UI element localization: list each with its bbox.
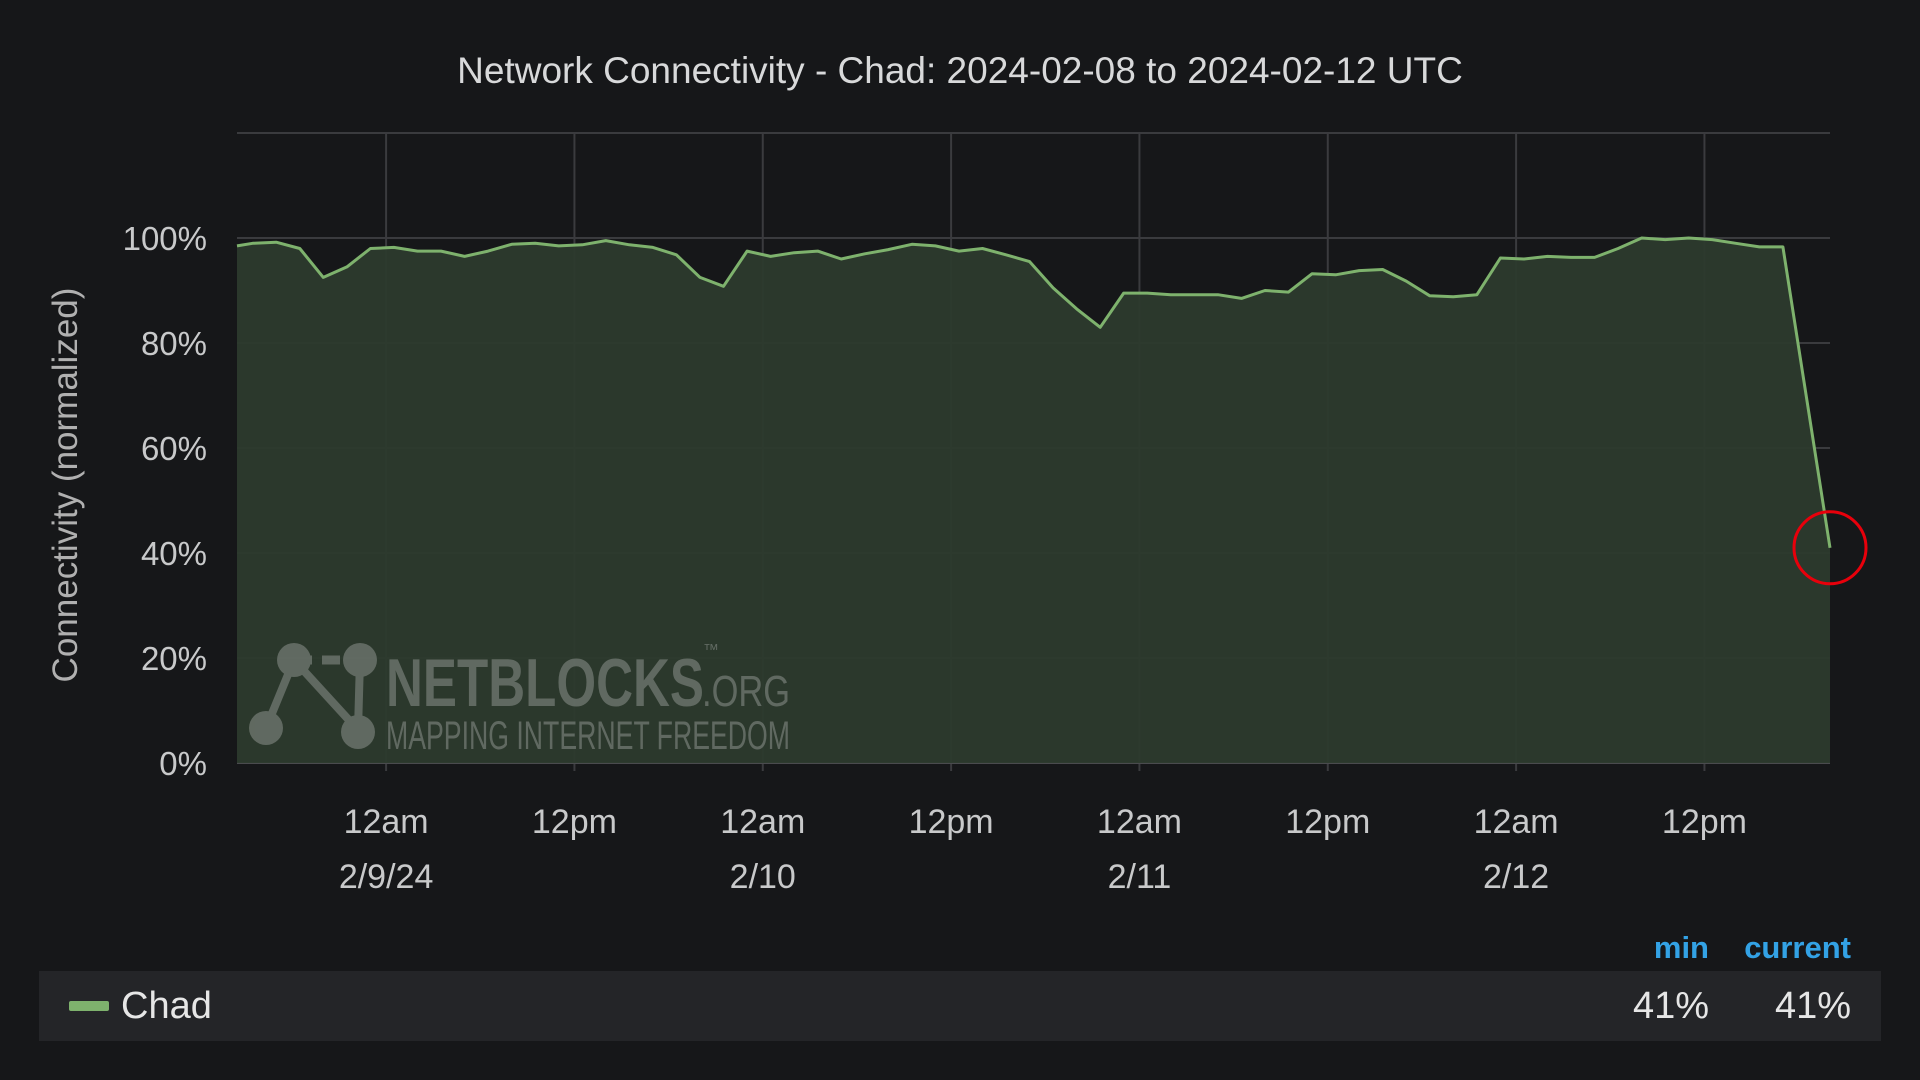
- chart-title: Network Connectivity - Chad: 2024-02-08 …: [457, 50, 1463, 91]
- y-tick-label: 100%: [123, 220, 207, 257]
- x-tick-date-label: 2/12: [1483, 858, 1549, 896]
- x-tick-date-label: 2/10: [730, 858, 796, 896]
- series-line: [236, 236, 1832, 549]
- watermark-logo: NETBLOCKS: [386, 645, 704, 721]
- watermark-tm: ™: [703, 642, 719, 659]
- x-tick-date-label: 2/11: [1108, 858, 1172, 896]
- series-line-chad: [236, 236, 1832, 549]
- y-tick-label: 20%: [141, 640, 207, 677]
- watermark-tagline: MAPPING INTERNET FREEDOM: [386, 714, 790, 758]
- netblocks-watermark: NETBLOCKS ™ .ORG MAPPING INTERNET FREEDO…: [249, 642, 790, 758]
- netblocks-logo-icon: [249, 643, 377, 749]
- x-tick-label: 12pm: [532, 803, 617, 841]
- x-tick-date-label: 2/9/24: [339, 858, 434, 896]
- y-tick-label: 40%: [141, 535, 207, 572]
- legend-header-min[interactable]: min: [1653, 930, 1709, 965]
- x-tick-label: 12am: [344, 803, 429, 841]
- series-area-fill: [237, 238, 1830, 763]
- axis-ticks: 0% 20% 40% 60% 80% 100% 12am 2/9/24 12pm 12am 2/10…: [123, 220, 1747, 896]
- annotations: [1792, 510, 1868, 586]
- x-tick-label: 12pm: [909, 803, 994, 841]
- legend-series-name[interactable]: Chad: [121, 984, 212, 1027]
- y-tick-label: 60%: [141, 430, 207, 467]
- x-tick-label: 12pm: [1662, 803, 1747, 841]
- x-tick-label: 12am: [1097, 803, 1182, 841]
- legend-min-value: 41%: [1632, 984, 1709, 1027]
- legend-row-chad[interactable]: Chad 41% 41%: [39, 971, 1881, 1041]
- y-tick-label: 80%: [141, 325, 207, 362]
- series-area: [237, 238, 1830, 763]
- y-axis-label: Connectivity (normalized): [46, 288, 85, 683]
- highlight-circle: [1792, 510, 1868, 586]
- y-tick-label: 0%: [159, 745, 207, 782]
- legend-swatch[interactable]: [69, 1001, 109, 1011]
- legend-header: min current: [39, 925, 1881, 971]
- legend-header-current[interactable]: current: [1744, 930, 1851, 965]
- x-tick-label: 12pm: [1285, 803, 1370, 841]
- x-tick-label: 12am: [1474, 803, 1559, 841]
- legend-current-value: 41%: [1774, 984, 1851, 1027]
- x-tick-label: 12am: [720, 803, 805, 841]
- legend: min current Chad 41% 41%: [39, 925, 1881, 1041]
- watermark-suffix: .ORG: [702, 667, 790, 716]
